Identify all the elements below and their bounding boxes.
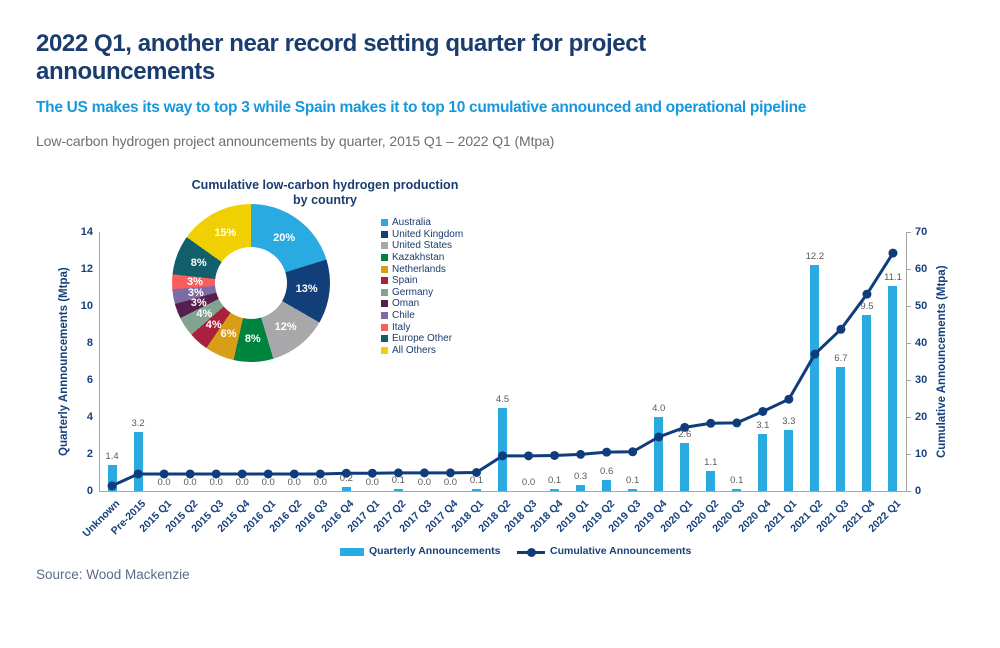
- line-point: [732, 418, 742, 428]
- quarterly-bar: [758, 433, 768, 491]
- right-axis-tick: [906, 380, 911, 381]
- bar-value-label: 1.4: [105, 451, 119, 463]
- right-axis-line: [906, 232, 907, 491]
- quarterly-bar: [888, 285, 898, 491]
- legend-swatch: [381, 219, 388, 227]
- line-point: [758, 406, 768, 416]
- quarterly-bar: [732, 489, 742, 491]
- line-point: [550, 450, 560, 460]
- right-axis-title: Cumulative Announcements (Mtpa): [936, 265, 948, 458]
- donut-legend-item: United States: [381, 240, 463, 252]
- x-axis-line: [99, 491, 907, 492]
- line-point: [706, 418, 716, 428]
- quarterly-legend-swatch: [340, 548, 364, 556]
- legend-label: Australia: [392, 217, 431, 229]
- quarterly-bar: [393, 489, 403, 491]
- chart-description: Low-carbon hydrogen project announcement…: [36, 133, 555, 149]
- right-axis-tick: [906, 269, 911, 270]
- legend-label: United Kingdom: [392, 228, 464, 240]
- quarterly-bar: [706, 470, 716, 491]
- donut-legend-item: United Kingdom: [381, 229, 463, 241]
- source-note: Source: Wood Mackenzie: [36, 567, 190, 582]
- page-title: 2022 Q1, another near record setting qua…: [36, 30, 646, 85]
- y-tick-label: 30: [915, 374, 928, 386]
- y-tick-label: 14: [80, 226, 93, 238]
- legend-swatch: [381, 242, 388, 250]
- donut-slice-label: 15%: [214, 227, 237, 240]
- right-axis-tick: [906, 491, 911, 492]
- chart-legend: Quarterly Announcements Cumulative Annou…: [0, 544, 1000, 560]
- line-point: [576, 449, 586, 459]
- y-tick-label: 10: [915, 448, 928, 460]
- y-tick-label: 6: [86, 374, 93, 386]
- donut-chart-title: Cumulative low-carbon hydrogen productio…: [170, 178, 480, 208]
- line-point: [524, 451, 534, 461]
- line-point: [628, 447, 638, 457]
- bar-value-label: 0.1: [626, 475, 640, 487]
- bar-value-label: 4.5: [495, 393, 510, 405]
- y-tick-label: 10: [80, 300, 93, 312]
- quarterly-bar: [654, 417, 664, 491]
- line-point: [602, 447, 612, 457]
- line-point: [784, 394, 794, 404]
- bar-value-label: 2.6: [678, 428, 692, 440]
- y-tick-label: 2: [86, 448, 93, 460]
- y-tick-label: 20: [915, 411, 928, 423]
- bar-value-label: 3.2: [131, 417, 145, 429]
- y-tick-label: 60: [915, 263, 928, 275]
- bar-value-label: 1.1: [704, 456, 718, 468]
- bar-value-label: 6.7: [834, 353, 848, 365]
- quarterly-bar: [341, 487, 351, 491]
- cumulative-legend-dot: [527, 547, 536, 557]
- legend-swatch: [381, 230, 388, 238]
- bar-value-label: 4.0: [652, 403, 666, 414]
- quarterly-bar: [133, 431, 143, 491]
- combo-chart: 0 2 4 6 8 10 12 14 0 10 20 30 40 50 60 70 1.4 3.2 0.0 0.0 0.…: [80, 226, 928, 540]
- donut-legend-item: Australia: [381, 217, 463, 229]
- bar-value-label: 0.1: [469, 475, 484, 487]
- bar-value-label: 12.2: [805, 251, 825, 263]
- y-tick-label: 12: [80, 263, 93, 275]
- right-axis-tick: [906, 232, 911, 233]
- bar-value-label: 9.5: [860, 301, 874, 313]
- quarterly-bar: [550, 489, 560, 491]
- right-axis-tick: [906, 454, 911, 455]
- quarterly-bar: [576, 485, 586, 491]
- right-axis-tick: [906, 343, 911, 344]
- y-tick-label: 50: [915, 300, 928, 312]
- quarterly-bar: [107, 465, 117, 491]
- donut-slice-label: 20%: [273, 231, 296, 244]
- line-point: [888, 248, 898, 258]
- quarterly-bar: [628, 489, 638, 491]
- left-axis-line: [99, 232, 100, 491]
- bar-value-label: 0.1: [730, 475, 744, 487]
- donut-title-line1: Cumulative low-carbon hydrogen productio…: [191, 178, 459, 192]
- y-tick-label: 70: [915, 226, 928, 238]
- page-subtitle: The US makes its way to top 3 while Spai…: [36, 99, 807, 116]
- line-point: [836, 324, 846, 334]
- y-tick-label: 8: [86, 337, 93, 349]
- right-axis-tick: [906, 306, 911, 307]
- quarterly-bar: [471, 489, 481, 491]
- quarterly-bar: [784, 429, 794, 491]
- y-tick-label: 0: [915, 485, 922, 497]
- y-tick-label: 4: [86, 411, 93, 423]
- legend-label: United States: [392, 240, 453, 252]
- right-axis-tick: [906, 417, 911, 418]
- bar-value-label: 11.1: [884, 271, 902, 283]
- line-point: [862, 289, 872, 299]
- y-tick-label: 40: [915, 337, 928, 349]
- quarterly-bar: [836, 367, 846, 491]
- bar-value-label: 3.3: [782, 415, 796, 427]
- quarterly-bar: [862, 315, 872, 491]
- donut-title-line2: by country: [293, 193, 357, 207]
- quarterly-bar: [498, 407, 507, 491]
- quarterly-bar: [680, 442, 690, 491]
- quarterly-legend-label: Quarterly Announcements: [369, 545, 501, 557]
- y-tick-label: 0: [86, 485, 93, 497]
- left-axis-title: Quarterly Annnouncements (Mtpa): [58, 267, 70, 456]
- quarterly-bar: [810, 265, 820, 491]
- cumulative-legend-label: Cumulative Announcements: [550, 545, 692, 557]
- quarterly-bar: [602, 479, 612, 491]
